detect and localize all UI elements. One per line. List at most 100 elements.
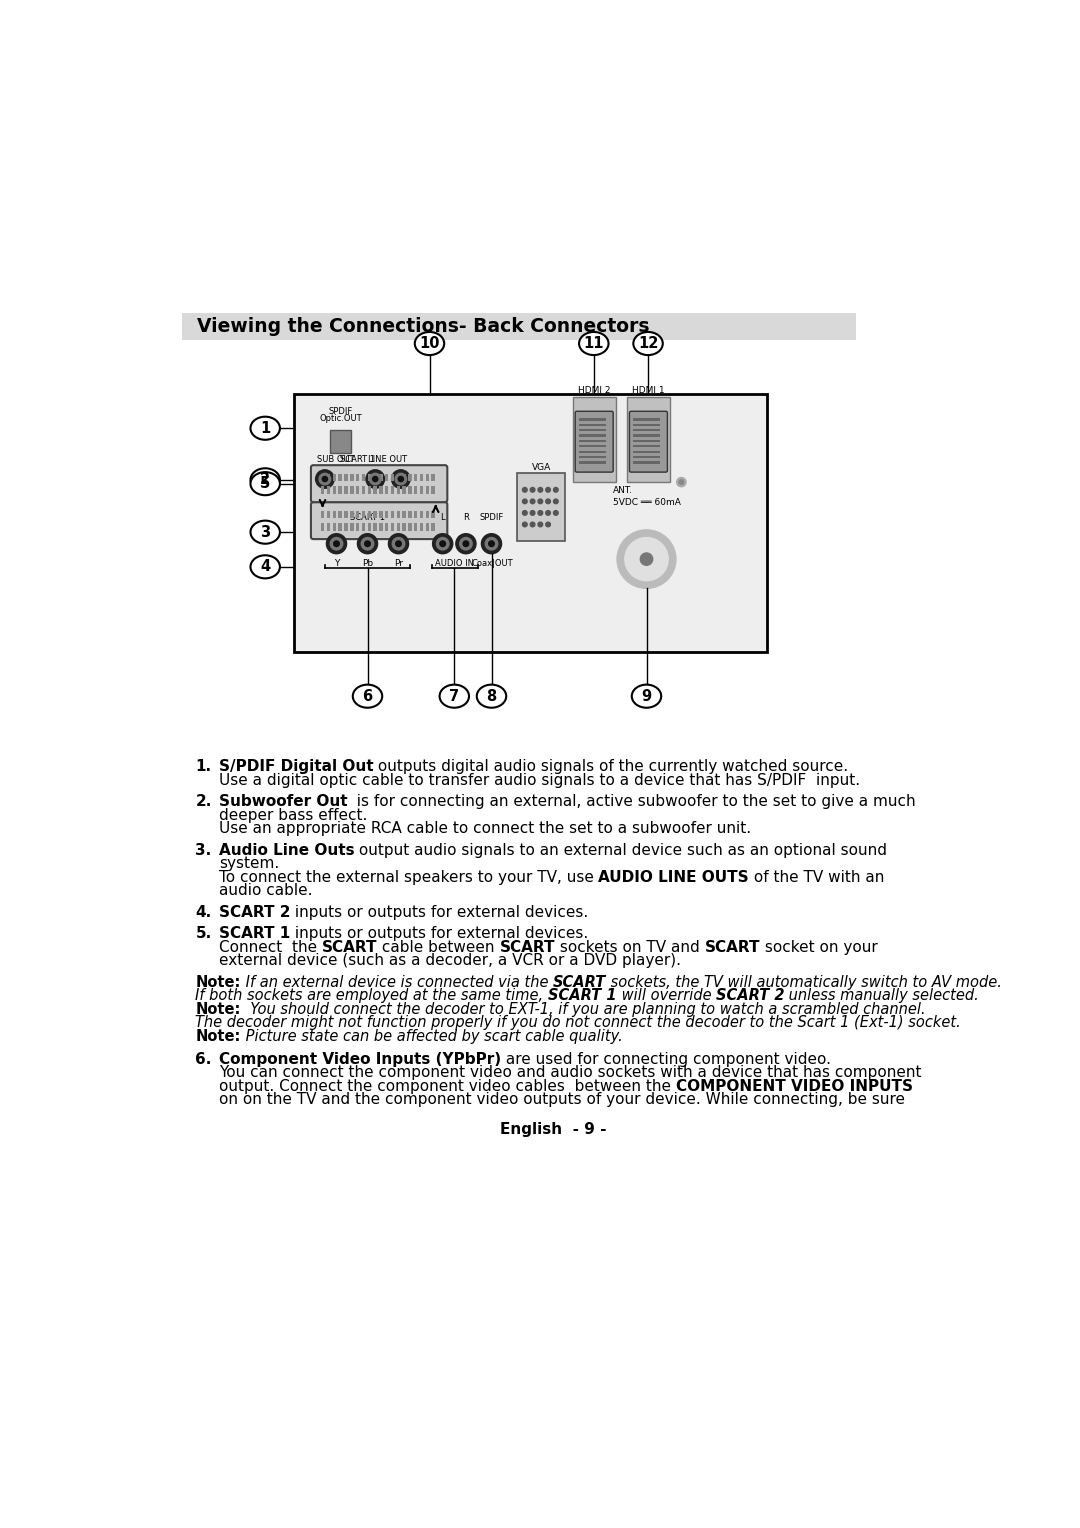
Bar (396, 486, 400, 494)
Circle shape (523, 523, 527, 527)
Circle shape (373, 477, 378, 481)
Text: SCART: SCART (705, 940, 760, 955)
Bar (414, 474, 418, 481)
Bar (579, 451, 606, 452)
Bar (333, 474, 336, 481)
Circle shape (395, 541, 402, 547)
Bar (431, 474, 435, 481)
Bar (327, 474, 330, 481)
Circle shape (530, 523, 535, 527)
Text: external device (such as a decoder, a VCR or a DVD player).: external device (such as a decoder, a VC… (218, 953, 680, 969)
Text: 2.: 2. (195, 795, 212, 810)
Bar (633, 461, 661, 463)
Text: socket on your: socket on your (760, 940, 878, 955)
Text: L: L (441, 513, 445, 523)
Bar (408, 486, 411, 494)
Bar (426, 510, 429, 518)
Text: Note:: Note: (195, 1002, 241, 1016)
Bar (345, 523, 348, 530)
Text: is for connecting an external, active subwoofer to the set to give a much: is for connecting an external, active su… (348, 795, 916, 810)
Bar (356, 474, 360, 481)
Bar (579, 423, 606, 426)
FancyBboxPatch shape (311, 503, 447, 539)
Circle shape (538, 523, 542, 527)
Text: 1.: 1. (195, 759, 212, 775)
Text: output. Connect the component video cables  between the: output. Connect the component video cabl… (218, 1079, 676, 1094)
Text: Picture state can be affected by scart cable quality.: Picture state can be affected by scart c… (241, 1028, 622, 1044)
Text: SCART 1: SCART 1 (340, 455, 376, 465)
Bar (374, 486, 377, 494)
Circle shape (392, 538, 405, 550)
Text: SCART 2: SCART 2 (377, 492, 413, 501)
Text: Component Video Inputs (YPbPr): Component Video Inputs (YPbPr) (218, 1051, 501, 1067)
Circle shape (361, 538, 374, 550)
Bar (579, 445, 606, 448)
Bar (426, 474, 429, 481)
Bar (329, 429, 351, 452)
Bar (367, 486, 372, 494)
Bar (633, 429, 661, 431)
Text: Subwoofer Out: Subwoofer Out (218, 795, 348, 810)
Bar (408, 523, 411, 530)
Circle shape (460, 538, 472, 550)
Text: cable between: cable between (377, 940, 500, 955)
Text: SCART 1: SCART 1 (350, 513, 384, 523)
Text: system.: system. (218, 856, 279, 871)
Circle shape (523, 500, 527, 504)
Circle shape (433, 533, 453, 553)
Circle shape (485, 538, 498, 550)
Bar (579, 434, 606, 437)
Text: AUDIO IN: AUDIO IN (435, 559, 474, 568)
Ellipse shape (251, 555, 280, 579)
Bar (633, 455, 661, 458)
Ellipse shape (251, 468, 280, 492)
FancyBboxPatch shape (311, 465, 447, 503)
Text: SUB OUT: SUB OUT (318, 455, 354, 465)
Circle shape (640, 553, 652, 565)
Bar (362, 510, 365, 518)
Text: unless manually selected.: unless manually selected. (784, 989, 980, 1004)
Text: ANT.
5VDC ══ 60mA: ANT. 5VDC ══ 60mA (613, 486, 681, 507)
Bar (367, 474, 372, 481)
Bar (333, 486, 336, 494)
Bar (374, 510, 377, 518)
Bar (408, 474, 411, 481)
Text: Note:: Note: (195, 975, 241, 990)
Bar (431, 510, 435, 518)
Circle shape (365, 541, 370, 547)
Circle shape (545, 523, 551, 527)
Text: are used for connecting component video.: are used for connecting component video. (501, 1051, 831, 1067)
Bar (633, 445, 661, 448)
Bar (391, 474, 394, 481)
Text: 4.: 4. (195, 905, 212, 920)
Circle shape (523, 510, 527, 515)
Circle shape (334, 541, 339, 547)
Text: SCART: SCART (322, 940, 377, 955)
Circle shape (315, 469, 334, 489)
Circle shape (366, 469, 384, 489)
Circle shape (319, 474, 330, 484)
Circle shape (545, 510, 551, 515)
Bar (579, 455, 606, 458)
Text: L: L (369, 490, 374, 500)
FancyBboxPatch shape (181, 313, 855, 341)
Text: 8: 8 (486, 689, 497, 704)
Text: 9: 9 (642, 689, 651, 704)
Text: SPDIF: SPDIF (328, 408, 352, 417)
Text: output audio signals to an external device such as an optional sound: output audio signals to an external devi… (354, 843, 888, 857)
Text: LINE OUT: LINE OUT (367, 455, 407, 465)
Bar (633, 423, 661, 426)
Text: on on the TV and the component video outputs of your device. While connecting, b: on on the TV and the component video out… (218, 1093, 905, 1108)
Text: AUDIO LINE OUTS: AUDIO LINE OUTS (598, 869, 750, 885)
FancyBboxPatch shape (576, 411, 613, 472)
Circle shape (436, 538, 449, 550)
Ellipse shape (440, 685, 469, 707)
Bar (391, 510, 394, 518)
Ellipse shape (415, 332, 444, 354)
Text: 5: 5 (260, 477, 270, 490)
Text: 1: 1 (260, 420, 270, 435)
Text: sockets on TV and: sockets on TV and (555, 940, 705, 955)
Text: You can connect the component video and audio sockets with a device that has com: You can connect the component video and … (218, 1065, 921, 1080)
Text: Optic.OUT: Optic.OUT (319, 414, 362, 423)
Bar (356, 486, 360, 494)
